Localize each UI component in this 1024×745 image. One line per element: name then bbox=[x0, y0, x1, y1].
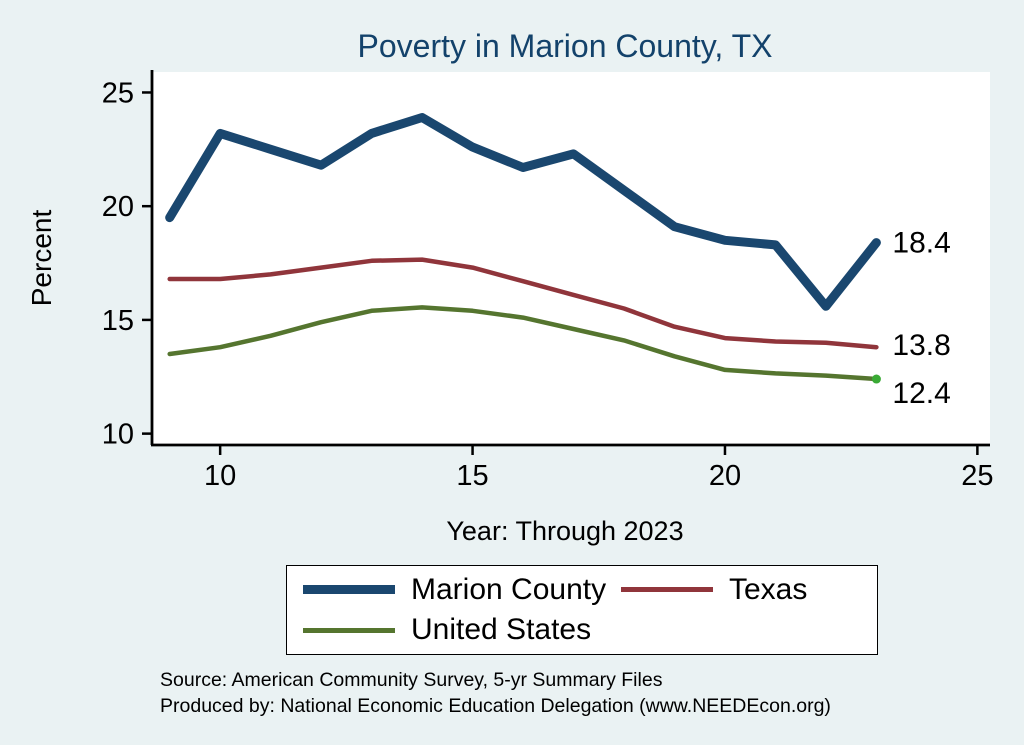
source-line: Source: American Community Survey, 5-yr … bbox=[160, 669, 663, 691]
y-tick-label: 10 bbox=[102, 419, 134, 451]
line-chart-plot-area: 10 15 20 25 10 15 20 25 18.4 13.8 12.4 bbox=[102, 70, 994, 492]
x-tick-label: 25 bbox=[961, 460, 993, 492]
united-states-line-swatch bbox=[303, 627, 395, 633]
marion-county-line-swatch bbox=[303, 585, 395, 595]
texas-line-swatch bbox=[621, 587, 713, 593]
y-axis-label: Percent bbox=[26, 209, 57, 307]
chart-title: Poverty in Marion County, TX bbox=[357, 28, 773, 64]
legend-label-marion-county: Marion County bbox=[411, 572, 607, 606]
y-tick-label: 15 bbox=[102, 305, 134, 337]
legend-item-marion-county: Marion County bbox=[303, 573, 621, 607]
series-end-marker-united-states bbox=[871, 374, 881, 384]
legend-item-united-states: United States bbox=[303, 613, 621, 647]
y-tick-label: 20 bbox=[102, 191, 134, 223]
plot-background bbox=[152, 72, 990, 445]
produced-by-line: Produced by: National Economic Education… bbox=[160, 694, 831, 717]
x-tick-label: 20 bbox=[709, 460, 741, 492]
y-tick-label: 25 bbox=[102, 77, 134, 109]
series-line-texas bbox=[167, 257, 879, 350]
x-tick-label: 10 bbox=[204, 460, 236, 492]
source-notes: Source: American Community Survey, 5-yr … bbox=[160, 668, 831, 720]
legend-label-united-states: United States bbox=[411, 613, 592, 647]
end-value-label-marion-county: 18.4 bbox=[892, 227, 950, 260]
end-value-label-texas: 13.8 bbox=[892, 329, 950, 362]
series-line-marion-county bbox=[165, 113, 881, 311]
series-line-united-states bbox=[167, 305, 879, 382]
x-tick-label: 15 bbox=[456, 460, 488, 492]
end-value-label-united-states: 12.4 bbox=[892, 377, 950, 410]
legend-label-texas: Texas bbox=[729, 572, 808, 606]
chart-legend: Marion County Texas United States bbox=[286, 565, 878, 655]
x-axis-label: Year: Through 2023 bbox=[446, 516, 684, 546]
legend-item-texas: Texas bbox=[621, 573, 877, 607]
